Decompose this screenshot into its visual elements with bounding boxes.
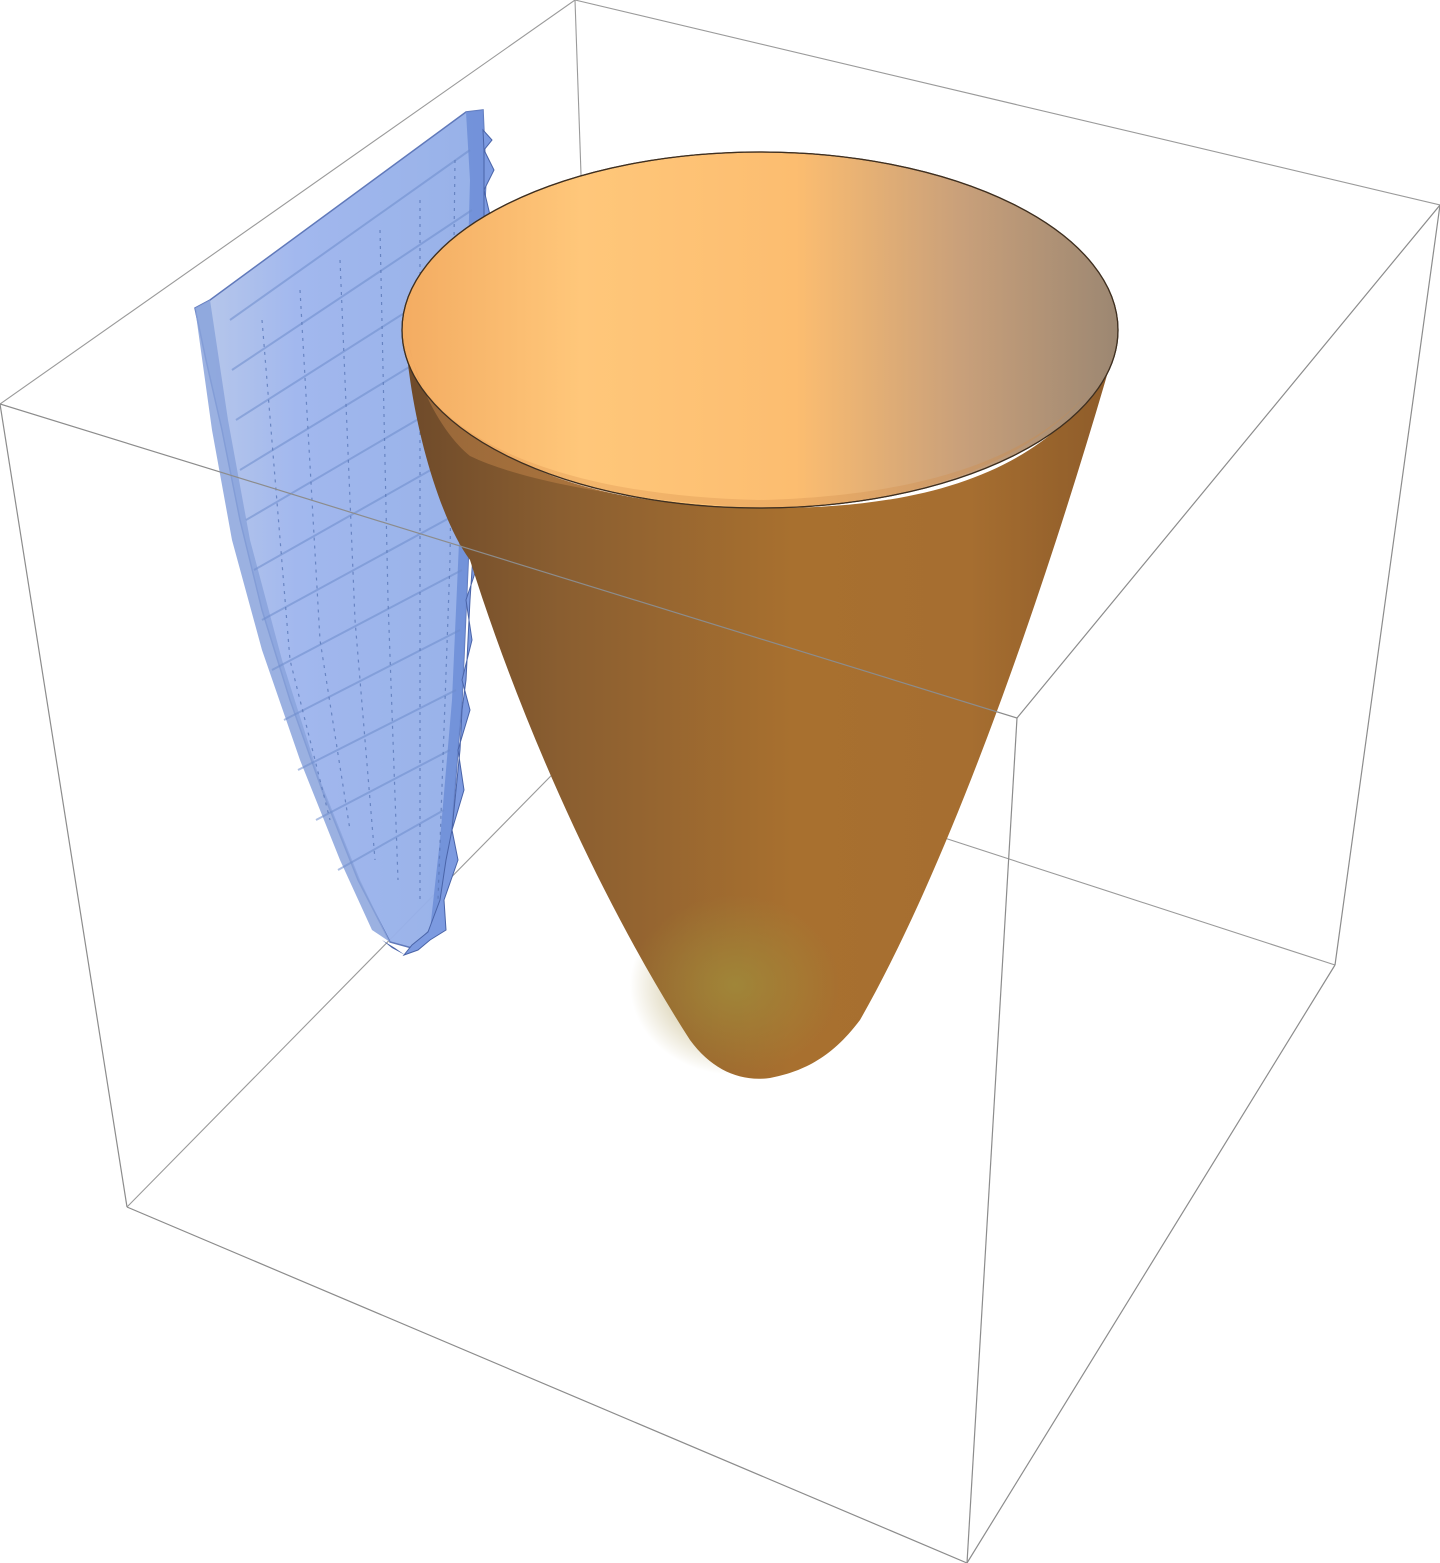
sheet-texture [229,149,473,901]
paraboloid-bowl [401,151,1119,1079]
blue-parabolic-sheet [194,109,495,957]
bounding-box-front [0,204,1440,1563]
